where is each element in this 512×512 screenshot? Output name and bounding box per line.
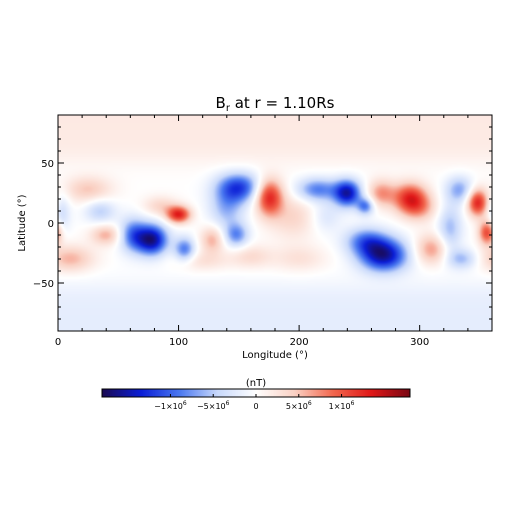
x-axis-label: Longitude (°) <box>242 350 308 361</box>
x-tick-label: 300 <box>410 337 429 348</box>
colorbar-title: (nT) <box>246 378 266 389</box>
y-axis-ticks: −50 0 50 <box>33 114 492 332</box>
colorbar-tick-exponent: 6 <box>351 400 355 407</box>
x-tick-label: 0 <box>55 337 61 348</box>
y-tick-label: 0 <box>48 219 54 230</box>
colorbar-tick-label: −1×106 <box>154 400 187 411</box>
chart-title: Br at r = 1.10Rs <box>216 94 335 114</box>
colorbar-tick-label: 0 <box>253 402 258 411</box>
heatmap-field-image <box>58 115 492 331</box>
x-tick-label: 200 <box>290 337 309 348</box>
chart-title-subscript: r <box>226 103 231 114</box>
colorbar-gradient <box>102 389 410 397</box>
colorbar-tick-label: 5×106 <box>286 400 312 411</box>
colorbar-tick-exponent: 6 <box>226 400 230 407</box>
colorbar-ticks: −1×106 −5×106 0 5×106 1×106 <box>154 394 355 411</box>
chart-title-suffix: at r = 1.10Rs <box>230 94 335 112</box>
y-tick-label: −50 <box>33 279 54 290</box>
colorbar: (nT) −1×106 −5×106 0 5×106 1×106 <box>101 378 411 411</box>
x-tick-label: 100 <box>169 337 188 348</box>
y-tick-label: 50 <box>41 159 54 170</box>
heatmap-plot-area: 0 100 200 300 −50 0 50 <box>33 114 493 348</box>
colorbar-tick-label: −5×106 <box>197 400 230 411</box>
chart-title-main: B <box>216 94 226 112</box>
y-axis-label: Latitude (°) <box>17 194 28 251</box>
colorbar-tick-exponent: 6 <box>308 400 312 407</box>
colorbar-tick-label: 1×106 <box>329 400 355 411</box>
colorbar-tick-exponent: 6 <box>183 400 187 407</box>
